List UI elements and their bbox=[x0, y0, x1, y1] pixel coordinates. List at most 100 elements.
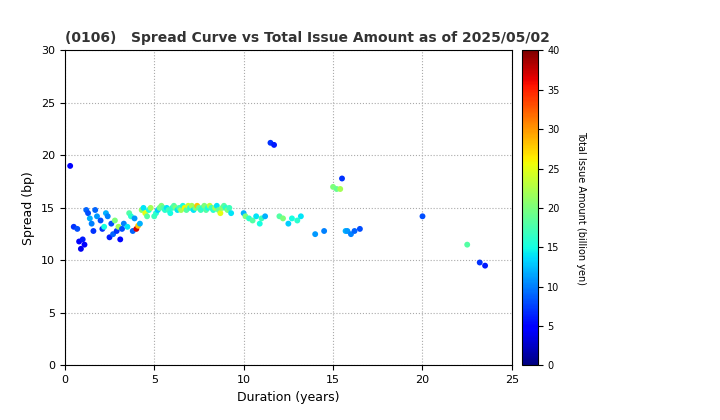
Point bbox=[213, 207, 225, 213]
Point bbox=[222, 207, 233, 213]
Point bbox=[277, 215, 289, 222]
Point bbox=[189, 205, 201, 211]
Point bbox=[199, 202, 210, 209]
Point bbox=[88, 228, 99, 234]
Point bbox=[282, 220, 294, 227]
Point bbox=[73, 238, 85, 245]
Point bbox=[215, 210, 226, 217]
Point bbox=[132, 223, 144, 229]
Point bbox=[417, 213, 428, 220]
Point bbox=[188, 207, 199, 213]
Point bbox=[107, 231, 119, 238]
Point bbox=[102, 213, 114, 220]
Point bbox=[220, 205, 232, 211]
Point bbox=[116, 226, 127, 232]
Point bbox=[340, 228, 351, 234]
Point bbox=[122, 223, 133, 230]
Point bbox=[129, 215, 140, 222]
Point bbox=[204, 202, 215, 209]
Point bbox=[166, 205, 178, 211]
Point bbox=[200, 207, 212, 213]
Point bbox=[134, 220, 145, 227]
Text: (0106)   Spread Curve vs Total Issue Amount as of 2025/05/02: (0106) Spread Curve vs Total Issue Amoun… bbox=[65, 31, 549, 45]
Point bbox=[243, 215, 255, 222]
Point bbox=[274, 213, 285, 220]
Point bbox=[193, 205, 204, 211]
Point bbox=[154, 205, 166, 211]
Point bbox=[206, 205, 217, 211]
Point bbox=[170, 205, 181, 211]
Point bbox=[295, 213, 307, 220]
Point bbox=[310, 231, 321, 238]
Point bbox=[68, 223, 79, 230]
Point bbox=[111, 228, 122, 234]
Point bbox=[240, 213, 251, 220]
Point bbox=[84, 215, 96, 222]
Point bbox=[195, 207, 207, 213]
Point bbox=[175, 207, 186, 213]
Point bbox=[251, 213, 262, 220]
Point bbox=[186, 202, 197, 209]
Point bbox=[91, 213, 103, 220]
Point bbox=[259, 213, 271, 220]
Y-axis label: Total Issue Amount (billion yen): Total Issue Amount (billion yen) bbox=[577, 131, 587, 285]
Point bbox=[238, 210, 249, 217]
Point bbox=[159, 207, 171, 213]
Point bbox=[192, 202, 203, 209]
Point bbox=[106, 220, 117, 227]
Point bbox=[161, 205, 173, 211]
Point bbox=[123, 210, 135, 217]
Point bbox=[197, 205, 208, 211]
Point bbox=[247, 217, 258, 224]
Point bbox=[174, 205, 185, 211]
Point bbox=[292, 217, 303, 224]
Point bbox=[141, 213, 153, 220]
Point bbox=[328, 184, 339, 190]
X-axis label: Duration (years): Duration (years) bbox=[237, 391, 340, 404]
Point bbox=[336, 175, 348, 182]
Point bbox=[140, 210, 151, 217]
Point bbox=[150, 210, 162, 217]
Point bbox=[82, 210, 94, 217]
Point bbox=[354, 226, 366, 232]
Point bbox=[114, 236, 126, 243]
Point bbox=[95, 217, 107, 224]
Point bbox=[217, 205, 228, 211]
Point bbox=[130, 226, 142, 232]
Point bbox=[345, 231, 356, 238]
Point bbox=[318, 228, 330, 234]
Point bbox=[211, 202, 222, 209]
Y-axis label: Spread (bp): Spread (bp) bbox=[22, 171, 35, 245]
Point bbox=[165, 210, 176, 217]
Point bbox=[168, 202, 180, 209]
Point bbox=[113, 223, 125, 230]
Point bbox=[224, 205, 235, 211]
Point bbox=[335, 186, 346, 192]
Point bbox=[89, 207, 101, 213]
Point bbox=[265, 139, 276, 146]
Point bbox=[256, 215, 267, 222]
Point bbox=[77, 236, 89, 243]
Point bbox=[179, 205, 190, 211]
Point bbox=[152, 207, 163, 213]
Point bbox=[202, 205, 214, 211]
Point bbox=[118, 220, 130, 227]
Point bbox=[462, 241, 473, 248]
Point bbox=[145, 205, 156, 211]
Point bbox=[78, 241, 90, 248]
Point bbox=[64, 163, 76, 169]
Point bbox=[181, 207, 192, 213]
Point bbox=[177, 202, 189, 209]
Point bbox=[71, 226, 83, 232]
Point bbox=[210, 205, 221, 211]
Point bbox=[182, 202, 194, 209]
Point bbox=[286, 215, 297, 222]
Point bbox=[148, 213, 160, 220]
Point bbox=[269, 142, 280, 148]
Point bbox=[81, 207, 92, 213]
Point bbox=[254, 220, 266, 227]
Point bbox=[218, 202, 230, 209]
Point bbox=[109, 217, 121, 224]
Point bbox=[158, 205, 169, 211]
Point bbox=[86, 220, 97, 227]
